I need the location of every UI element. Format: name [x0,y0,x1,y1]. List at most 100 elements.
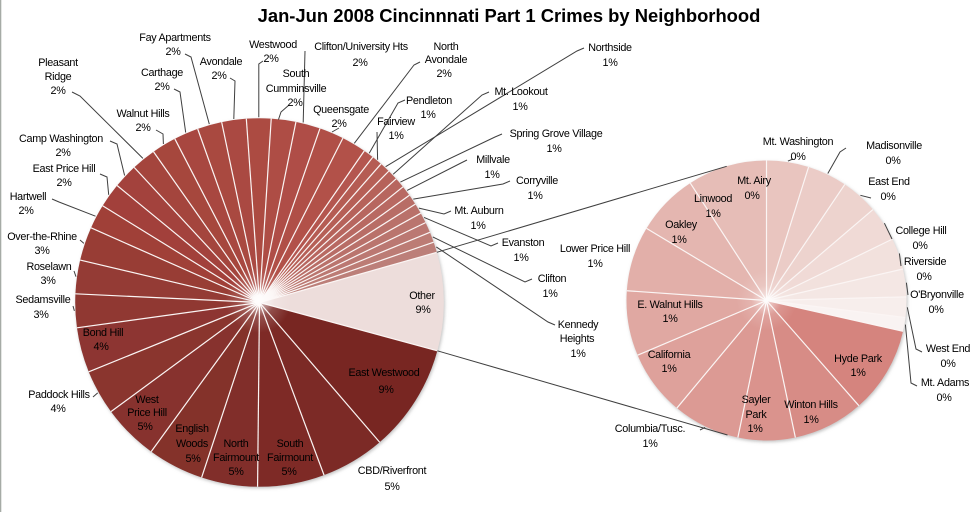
svg-text:0%: 0% [936,392,952,404]
svg-text:North: North [434,41,459,53]
svg-text:Columbia/Tusc.: Columbia/Tusc. [615,423,686,435]
svg-text:0%: 0% [880,191,896,203]
svg-text:2%: 2% [56,177,72,189]
svg-text:Fairview: Fairview [377,116,415,128]
svg-text:Winton Hills: Winton Hills [784,399,838,411]
svg-text:0%: 0% [790,151,806,163]
svg-text:1%: 1% [570,348,586,360]
svg-text:Kennedy: Kennedy [558,319,599,331]
svg-text:0%: 0% [916,271,932,283]
svg-text:Queensgate: Queensgate [313,104,369,116]
svg-text:2%: 2% [331,118,347,130]
svg-text:Millvale: Millvale [476,154,510,166]
svg-text:2%: 2% [263,53,279,65]
svg-text:Riverside: Riverside [904,256,947,268]
svg-text:2%: 2% [211,70,227,82]
svg-text:2%: 2% [18,205,34,217]
svg-text:O'Bryonville: O'Bryonville [910,289,964,301]
svg-text:1%: 1% [803,414,819,426]
svg-text:5%: 5% [281,466,297,478]
svg-text:East End: East End [868,176,910,188]
svg-text:English: English [175,423,209,435]
svg-text:Pendleton: Pendleton [406,95,452,107]
svg-text:1%: 1% [484,169,500,181]
svg-text:0%: 0% [885,155,901,167]
svg-text:California: California [648,349,691,361]
svg-text:West: West [135,394,158,406]
svg-text:Price Hill: Price Hill [127,407,167,419]
svg-text:Hartwell: Hartwell [10,191,47,203]
svg-text:Camp Washington: Camp Washington [19,133,103,145]
svg-text:5%: 5% [137,421,153,433]
svg-text:College Hill: College Hill [895,225,946,237]
svg-text:1%: 1% [671,234,687,246]
svg-text:Carthage: Carthage [141,67,183,79]
svg-text:9%: 9% [378,384,394,396]
svg-text:Madisonville: Madisonville [866,140,922,152]
svg-text:1%: 1% [850,367,866,379]
svg-text:2%: 2% [50,85,66,97]
svg-text:Sedamsville: Sedamsville [16,294,71,306]
svg-text:4%: 4% [50,403,66,415]
svg-text:2%: 2% [287,97,303,109]
svg-text:2%: 2% [436,68,452,80]
svg-text:1%: 1% [388,130,404,142]
svg-text:Fairmount: Fairmount [267,452,313,464]
svg-text:3%: 3% [34,245,50,257]
svg-text:Oakley: Oakley [665,219,698,231]
svg-text:Walnut Hills: Walnut Hills [117,108,171,120]
svg-text:2%: 2% [165,46,181,58]
svg-text:Pleasant: Pleasant [38,57,78,69]
svg-text:0%: 0% [940,358,956,370]
svg-text:5%: 5% [185,453,201,465]
svg-text:1%: 1% [602,57,618,69]
svg-text:3%: 3% [40,275,56,287]
svg-text:Park: Park [745,409,767,421]
svg-text:5%: 5% [228,466,244,478]
svg-text:Hyde Park: Hyde Park [834,353,883,365]
svg-text:Avondale: Avondale [425,54,468,66]
svg-text:1%: 1% [642,438,658,450]
svg-text:1%: 1% [747,423,763,435]
svg-text:Heights: Heights [560,333,595,345]
svg-text:5%: 5% [384,481,400,493]
svg-text:1%: 1% [420,109,436,121]
svg-text:2%: 2% [154,81,170,93]
svg-text:South: South [283,68,310,80]
svg-text:Ridge: Ridge [45,71,72,83]
svg-text:4%: 4% [93,341,109,353]
svg-text:Lower Price Hill: Lower Price Hill [560,243,630,255]
svg-text:Westwood: Westwood [249,39,297,51]
svg-text:Mt. Airy: Mt. Airy [737,175,771,187]
svg-text:E. Walnut Hills: E. Walnut Hills [637,299,703,311]
svg-text:South: South [277,438,304,450]
svg-text:Mt. Adams: Mt. Adams [921,377,970,389]
svg-text:Avondale: Avondale [200,56,243,68]
svg-text:Sayler: Sayler [742,394,772,406]
svg-text:0%: 0% [744,190,760,202]
svg-text:1%: 1% [705,208,721,220]
svg-text:Other: Other [409,290,435,302]
svg-text:0%: 0% [912,240,928,252]
svg-text:3%: 3% [33,309,49,321]
svg-text:1%: 1% [527,190,543,202]
svg-text:1%: 1% [470,220,486,232]
svg-text:1%: 1% [587,258,603,270]
svg-text:East Price Hill: East Price Hill [33,163,96,175]
svg-text:1%: 1% [542,288,558,300]
svg-text:2%: 2% [135,122,151,134]
svg-text:East Westwood: East Westwood [349,367,420,379]
svg-text:1%: 1% [513,252,529,264]
svg-text:Fay Apartments: Fay Apartments [139,32,211,44]
svg-text:Northside: Northside [588,42,632,54]
svg-text:West End: West End [926,343,971,355]
svg-text:Bond Hill: Bond Hill [83,327,124,339]
svg-text:Corryville: Corryville [516,175,558,187]
svg-text:Linwood: Linwood [694,193,732,205]
svg-text:Spring Grove Village: Spring Grove Village [510,128,603,140]
svg-text:1%: 1% [661,363,677,375]
svg-text:CBD/Riverfront: CBD/Riverfront [358,465,427,477]
svg-text:9%: 9% [415,304,431,316]
svg-text:Over-the-Rhine: Over-the-Rhine [7,231,77,243]
svg-text:Jan-Jun 2008 Cincinnnati Part: Jan-Jun 2008 Cincinnnati Part 1 Crimes b… [258,5,761,26]
